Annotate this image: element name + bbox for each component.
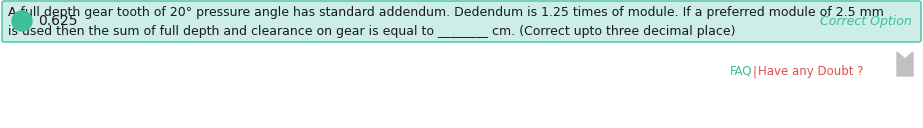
- Text: 0.625: 0.625: [38, 14, 78, 28]
- Text: |: |: [752, 65, 756, 78]
- Circle shape: [12, 11, 32, 31]
- Text: Correct Option: Correct Option: [821, 14, 912, 28]
- Text: A full depth gear tooth of 20° pressure angle has standard addendum. Dedendum is: A full depth gear tooth of 20° pressure …: [8, 6, 884, 19]
- Text: Have any Doubt ?: Have any Doubt ?: [758, 65, 864, 78]
- Text: FAQ: FAQ: [730, 65, 752, 78]
- FancyBboxPatch shape: [2, 1, 921, 42]
- Polygon shape: [897, 52, 913, 76]
- Text: is used then the sum of full depth and clearance on gear is equal to ________ cm: is used then the sum of full depth and c…: [8, 25, 736, 38]
